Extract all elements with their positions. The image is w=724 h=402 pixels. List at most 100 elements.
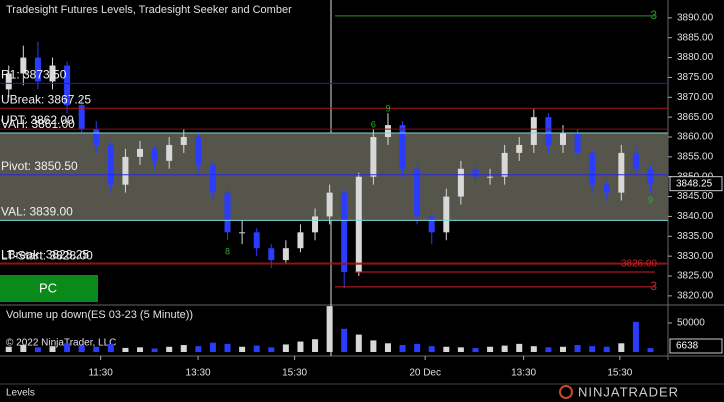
volume-bar [209, 342, 216, 352]
volume-bar [64, 343, 71, 352]
level-label: UPT: 3862.00 [1, 113, 74, 127]
volume-bar [93, 346, 100, 352]
level-label: UBreak: 3867.25 [1, 92, 91, 106]
candle-body [151, 148, 158, 161]
volume-bar [589, 346, 596, 352]
y-tick-label: 3840.00 [677, 211, 714, 222]
volume-bar [195, 346, 202, 352]
target-label: 3 [650, 279, 657, 293]
candle-body [180, 137, 187, 145]
volume-bar [282, 344, 289, 352]
pc-button[interactable] [0, 275, 98, 302]
x-tick-label: 13:30 [186, 368, 211, 379]
volume-bar [516, 343, 523, 352]
x-tick-label: 11:30 [88, 368, 113, 379]
volume-bar [384, 343, 391, 352]
volume-bar [487, 346, 494, 352]
annotation: 9 [385, 104, 390, 114]
volume-bar [428, 346, 435, 352]
annotation: 9 [648, 195, 653, 205]
y-tick-label: 3880.00 [677, 52, 714, 63]
volume-bar [530, 346, 537, 352]
level-label: VAL: 3839.00 [1, 205, 73, 219]
candle-body [253, 232, 260, 249]
volume-tick-label: 50000 [677, 318, 705, 329]
candle-body [34, 57, 41, 82]
volume-bar [268, 347, 275, 352]
y-tick-label: 3875.00 [677, 72, 714, 83]
volume-bar [253, 345, 260, 352]
volume-bar [151, 348, 158, 352]
candle-body [297, 232, 304, 249]
y-tick-label: 3820.00 [677, 291, 714, 302]
volume-bar [647, 348, 654, 352]
target-label: 3826.00 [621, 259, 658, 270]
level-label: VAH: 3861.00 [1, 117, 75, 131]
candle-body [166, 144, 173, 161]
candle-body [78, 105, 85, 130]
candle-body [326, 192, 333, 217]
tab-label[interactable]: Levels [6, 388, 35, 399]
volume-bar [355, 334, 362, 352]
candle-body [370, 137, 377, 177]
volume-bar [472, 347, 479, 352]
y-tick-label: 3860.00 [677, 132, 714, 143]
copyright: © 2022 NinjaTrader, LLC [6, 338, 116, 349]
candle-body [20, 57, 27, 74]
candle-body [312, 216, 319, 233]
volume-bar [632, 321, 639, 352]
logo: NINJATRADER [578, 384, 679, 399]
volume-bar [78, 345, 85, 352]
volume-bar [574, 345, 581, 352]
volume-bar [501, 345, 508, 352]
volume-bar [312, 339, 319, 352]
candle-body [516, 144, 523, 153]
volume-bar [224, 343, 231, 352]
candle-body [355, 176, 362, 273]
volume-last-label: 6638 [676, 341, 699, 352]
chart-title: Tradesight Futures Levels, Tradesight Se… [6, 4, 292, 16]
last-price-label: 3848.25 [676, 178, 713, 189]
y-tick-label: 3865.00 [677, 112, 714, 123]
x-tick-label: 20 Dec [409, 368, 441, 379]
candle-body [239, 232, 246, 234]
candle-body [282, 248, 289, 261]
annotation: 6 [371, 119, 376, 129]
candle-body [647, 168, 654, 184]
candle-body [632, 152, 639, 169]
y-tick-label: 3845.00 [677, 191, 714, 202]
pc-button-label[interactable]: PC [39, 280, 57, 295]
candle-body [618, 152, 625, 193]
last-price-box [669, 176, 723, 192]
volume-bar [603, 346, 610, 352]
volume-bar [166, 346, 173, 352]
candle-body [137, 148, 144, 157]
x-tick-label: 15:30 [282, 368, 307, 379]
y-tick-label: 3870.00 [677, 92, 714, 103]
y-tick-label: 3855.00 [677, 152, 714, 163]
volume-bar [443, 346, 450, 352]
volume-bar [239, 346, 246, 352]
volume-bar [326, 306, 333, 352]
candle-body [530, 117, 537, 145]
candle-body [603, 184, 610, 193]
logo-icon [559, 385, 573, 399]
volume-bar [107, 343, 114, 352]
candle-body [559, 133, 566, 145]
candle-body [195, 137, 202, 165]
volume-bar [414, 343, 421, 352]
level-label: LT-Start: 3828.00 [1, 248, 93, 262]
value-area [0, 133, 668, 221]
level-label: R1: 3873.50 [1, 68, 67, 82]
candle-body [589, 152, 596, 185]
volume-bar [545, 347, 552, 352]
y-tick-label: 3890.00 [677, 13, 714, 24]
y-tick-label: 3830.00 [677, 251, 714, 262]
candle-body [443, 196, 450, 233]
volume-title: Volume up down(ES 03-23 (5 Minute)) [6, 309, 193, 321]
volume-bar [122, 347, 129, 352]
volume-bar [34, 347, 41, 352]
y-tick-label: 3825.00 [677, 271, 714, 282]
volume-bar [341, 328, 348, 352]
